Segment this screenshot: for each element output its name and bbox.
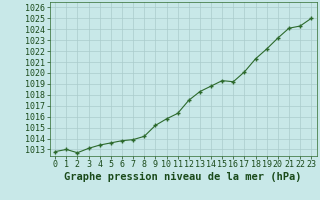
X-axis label: Graphe pression niveau de la mer (hPa): Graphe pression niveau de la mer (hPa) [64, 172, 302, 182]
